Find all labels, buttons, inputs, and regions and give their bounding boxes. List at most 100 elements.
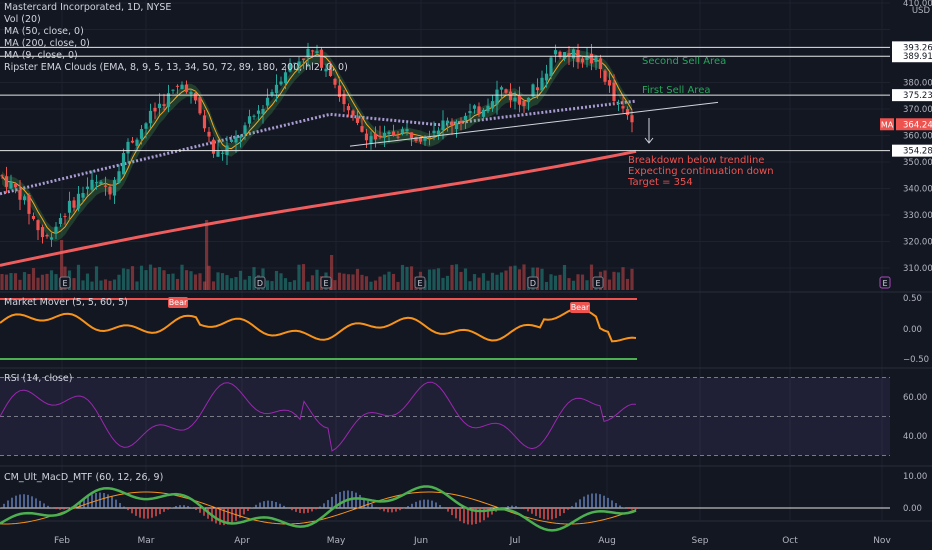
macd-histogram-bar (459, 508, 461, 522)
candle-body (72, 200, 76, 208)
volume-bar (36, 277, 40, 290)
macd-histogram-bar (315, 508, 317, 510)
macd-histogram-bar (99, 492, 101, 508)
volume-bar (589, 264, 594, 290)
volume-bar (504, 270, 508, 290)
mm-line (0, 307, 637, 343)
rsi-plot (0, 377, 890, 456)
volume-bar (49, 270, 54, 290)
candle-body (562, 52, 567, 59)
bear-signal-text: Bear (571, 303, 590, 312)
candle-body (445, 120, 450, 124)
volume-bar (180, 264, 184, 290)
candle-body (0, 175, 4, 177)
macd-histogram-bar (535, 508, 537, 517)
macd-histogram-bar (407, 506, 409, 508)
volume-bar (27, 273, 31, 290)
volume-bar (198, 273, 202, 290)
event-marker-box (59, 276, 71, 289)
macd-histogram-bar (135, 508, 137, 516)
macd-histogram-bar (147, 508, 149, 519)
volume-bar (126, 269, 130, 290)
price-tick-label: 340.00 (903, 185, 932, 195)
volume-bar (216, 272, 220, 290)
ema-cloud (2, 47, 632, 242)
candle-body (18, 189, 22, 200)
macd-histogram-bar (279, 503, 281, 508)
macd-label[interactable]: CM_Ult_MacD_MTF (60, 12, 26, 9) (4, 472, 164, 483)
price-level-tag: 354.28 (892, 144, 932, 157)
volume-bar (621, 267, 625, 290)
macd-histogram-bar (319, 506, 321, 508)
volume-bar (54, 274, 58, 290)
macd-histogram-bar (555, 508, 557, 519)
event-marker-box (254, 276, 266, 289)
volume-bar (4, 274, 9, 290)
candle-body (130, 140, 135, 143)
market-mover-label[interactable]: Market Mover (5, 5, 60, 5) (4, 297, 128, 308)
event-marker-letter: E (323, 279, 328, 288)
candle-body (346, 106, 351, 111)
candle-body (288, 63, 292, 72)
macd-histogram-bar (391, 508, 393, 513)
rsi-label[interactable]: RSI (14, close) (4, 373, 73, 384)
trendline[interactable] (349, 101, 719, 147)
time-axis[interactable]: Feb Mar Apr May Jun Jul Aug Sep Oct Nov (54, 536, 891, 546)
macd-histogram-bar (575, 502, 577, 508)
event-marker-box (320, 276, 332, 289)
legend-ma50[interactable]: MA (50, close, 0) (4, 26, 84, 37)
event-marker-letter: D (257, 279, 263, 288)
macd-histogram-bar (131, 508, 133, 514)
price-level-tag: 375.23 (892, 89, 932, 102)
price-tick-label: 370.00 (903, 105, 932, 115)
symbol-title[interactable]: Mastercard Incorporated, 1D, NYSE (4, 2, 172, 13)
candle-body (243, 125, 247, 134)
macd-histogram-bar (559, 508, 561, 516)
macd-histogram-bar (11, 497, 13, 508)
candle-body (360, 126, 364, 132)
legend-vol[interactable]: Vol (20) (4, 14, 41, 25)
candle-body (22, 196, 27, 201)
horizontal-levels (0, 46, 890, 152)
current-price-bg (896, 118, 932, 131)
volume-bar (364, 276, 369, 290)
candle-body (283, 72, 288, 84)
volume-bar (157, 267, 162, 290)
candle-body (162, 104, 166, 106)
time-tick-label: Feb (54, 536, 70, 546)
volume-spike (330, 255, 334, 290)
candle-body (535, 87, 540, 91)
volume-bar (396, 281, 400, 290)
candle-body (531, 84, 535, 97)
legend-ema-clouds[interactable]: Ripster EMA Clouds (EMA, 8, 9, 5, 13, 34… (4, 62, 348, 73)
candle-body (238, 136, 243, 138)
candle-body (247, 116, 252, 124)
candle-body (175, 85, 180, 87)
candle-body (202, 115, 207, 129)
macd-histogram-bar (611, 500, 613, 508)
macd-histogram-bar (343, 490, 345, 508)
volume-bar (184, 270, 189, 290)
candle-body (481, 109, 486, 117)
ma200-line (0, 149, 637, 267)
candle-body (13, 183, 18, 188)
macd-histogram-bar (607, 497, 609, 508)
candle-body (153, 107, 157, 112)
candle-body (378, 135, 382, 137)
event-marker-box (527, 276, 539, 289)
candle-body (351, 110, 355, 116)
legend-ma9[interactable]: MA (9, close, 0) (4, 50, 78, 61)
event-marker: E (320, 276, 332, 289)
macd-histogram-bar (187, 506, 189, 508)
candle-body (355, 117, 360, 123)
legend-ma200[interactable]: MA (200, close, 0) (4, 38, 90, 49)
macd-histogram-bar (151, 508, 153, 518)
time-tick-label: May (327, 536, 346, 546)
volume-bar (373, 280, 378, 290)
macd-histogram-bar (471, 508, 473, 525)
macd-histogram-bar (199, 508, 201, 513)
candle-body (301, 58, 306, 60)
